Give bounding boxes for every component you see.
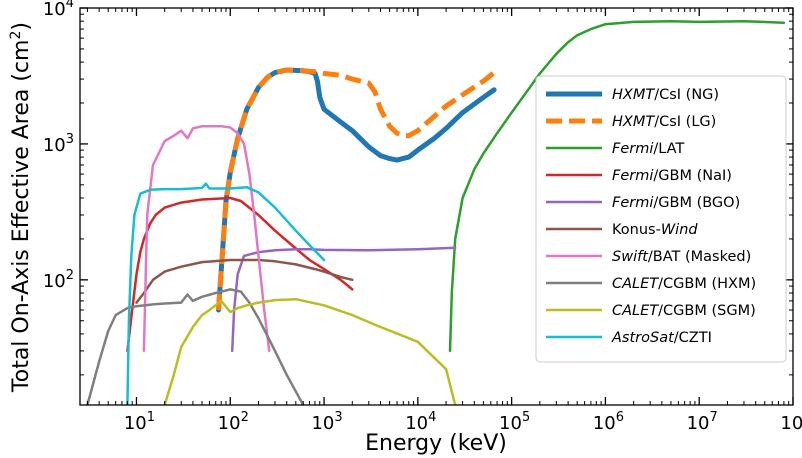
x-tick-label: 107 [687,410,718,434]
y-tick-label: 102 [43,268,74,292]
x-tick-label: 106 [593,410,624,434]
legend-label-6: Swift/BAT (Masked) [612,249,751,265]
x-tick-label: 102 [218,410,249,434]
x-axis-title: Energy (keV) [365,431,507,456]
series-line-3 [126,196,354,353]
legend-label-9: AstroSat/CZTI [611,330,712,346]
legend-label-5: Konus-Wind [612,222,698,238]
x-tick-label: 101 [124,410,155,434]
y-tick-label: 104 [43,0,74,20]
tick-labels: 101 102 103 104 105 106 107 108 102 103 104 [43,0,802,434]
y-axis-title: Total On-Axis Effective Area (cm2) [8,22,34,393]
series-line-6 [142,124,271,353]
legend-label-0: HXMT/CsI (NG) [612,87,719,103]
series-line-9 [126,182,326,405]
plot-frame [79,7,794,406]
series-line-5 [135,258,354,304]
legend: HXMT/CsI (NG) HXMT/CsI (LG) Fermi/LAT Fermi… [535,75,787,363]
series-line-2 [448,19,786,353]
x-tick-label: 108 [780,410,802,434]
ticks-layer [80,7,794,405]
series-line-4 [230,246,457,353]
legend-label-3: Fermi/GBM (NaI) [612,168,732,184]
series-line-7 [86,288,305,405]
series-line-8 [163,297,457,405]
legend-label-1: HXMT/CsI (LG) [612,114,716,130]
x-tick-label: 104 [405,410,436,434]
series-layer [86,19,786,405]
legend-label-7: CALET/CGBM (HXM) [612,276,756,292]
legend-label-8: CALET/CGBM (SGM) [612,303,756,319]
series-line-1 [216,67,496,311]
x-tick-label: 105 [499,410,530,434]
legend-label-2: Fermi/LAT [612,141,684,157]
y-tick-label: 103 [43,132,74,156]
x-tick-label: 103 [311,410,342,434]
legend-label-4: Fermi/GBM (BGO) [612,195,740,211]
